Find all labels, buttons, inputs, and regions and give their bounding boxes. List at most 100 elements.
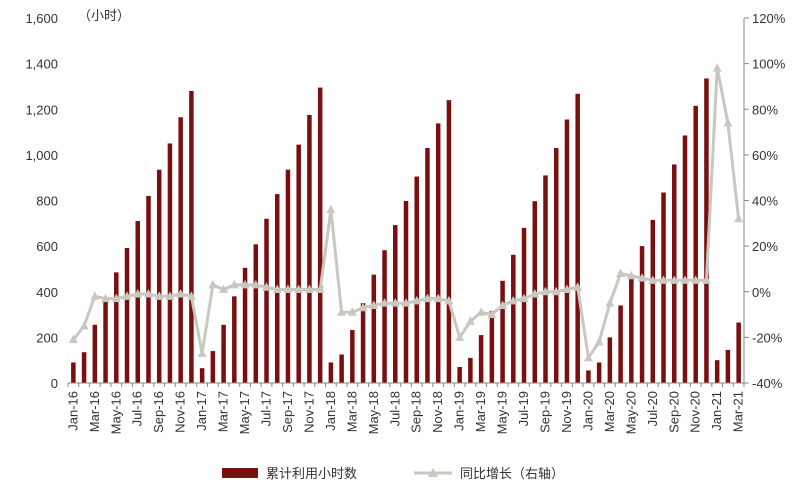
line-marker — [208, 279, 218, 289]
left-tick-label: 0 — [51, 376, 58, 391]
x-tick-label: Jul-17 — [259, 391, 274, 426]
x-tick-label: Nov-17 — [301, 391, 316, 433]
line-marker — [648, 275, 658, 284]
line-marker — [294, 284, 304, 293]
line-marker — [122, 291, 132, 300]
bar — [114, 272, 119, 383]
x-tick-label: Jan-21 — [709, 391, 724, 431]
left-tick-label: 400 — [36, 285, 58, 300]
bar — [468, 357, 473, 383]
left-tick-label: 1,200 — [25, 102, 58, 117]
left-tick-label: 600 — [36, 239, 58, 254]
x-tick-label: May-18 — [366, 391, 381, 434]
line-marker — [455, 332, 465, 341]
x-tick-label: Mar-19 — [473, 391, 488, 432]
bar — [639, 246, 645, 383]
legend-line-label: 同比增长（右轴） — [460, 467, 564, 482]
line-marker — [401, 298, 411, 307]
line-marker — [616, 268, 626, 277]
bar — [242, 267, 248, 383]
line-marker — [251, 279, 261, 289]
right-tick-label: 80% — [752, 102, 778, 117]
x-tick-label: Jul-20 — [645, 391, 660, 426]
x-tick-label: Jan-18 — [323, 391, 338, 431]
x-tick-label: Mar-21 — [731, 391, 746, 432]
line-marker — [240, 279, 250, 289]
bar — [360, 303, 366, 383]
bar — [264, 218, 269, 383]
line-marker — [637, 273, 647, 282]
line-marker — [68, 334, 78, 344]
line-marker — [272, 284, 282, 293]
line-marker — [358, 302, 368, 312]
left-tick-label: 200 — [36, 330, 58, 345]
bar — [725, 349, 731, 383]
line-marker — [487, 309, 497, 319]
bar — [350, 330, 355, 383]
right-tick-label: 60% — [752, 148, 778, 163]
line-marker — [133, 289, 143, 298]
line-marker — [465, 316, 475, 325]
line-marker — [691, 275, 701, 284]
bar — [296, 144, 301, 383]
x-tick-label: Jan-19 — [452, 391, 467, 431]
bar — [81, 352, 87, 383]
x-tick-label: Mar-20 — [602, 391, 617, 432]
bar — [92, 324, 98, 383]
line-marker — [422, 293, 432, 303]
line-marker — [143, 289, 153, 298]
x-tick-label: Sep-19 — [537, 391, 552, 433]
bar — [71, 362, 76, 383]
x-tick-label: May-16 — [108, 391, 123, 434]
x-tick-label: Nov-16 — [173, 391, 188, 433]
right-tick-label: 120% — [752, 11, 786, 26]
line-marker — [390, 298, 400, 307]
bar — [500, 280, 505, 383]
bar — [596, 362, 602, 383]
bar — [575, 93, 580, 384]
bar-series — [71, 78, 741, 384]
line-marker — [626, 270, 636, 280]
line-marker — [412, 295, 422, 305]
line-marker — [186, 291, 196, 300]
line-marker — [498, 300, 508, 309]
line-marker — [304, 284, 314, 293]
x-tick-label: May-20 — [623, 391, 638, 434]
bar — [607, 337, 613, 383]
bar — [425, 148, 430, 383]
line-marker — [433, 293, 443, 303]
line-marker — [262, 282, 272, 291]
line-marker — [476, 307, 486, 316]
right-tick-label: 100% — [752, 57, 786, 72]
bar — [489, 311, 495, 383]
bar — [553, 148, 559, 383]
x-tick-label: Sep-20 — [666, 391, 681, 433]
x-axis-ticks: Jan-16 Mar-16 May-16 Jul-16 Sep-16 Nov-16 Jan-… — [65, 383, 746, 434]
line-marker — [219, 284, 229, 293]
bar — [307, 114, 312, 383]
line-marker — [605, 298, 615, 307]
bar — [178, 117, 183, 383]
bar — [736, 322, 741, 383]
line-marker — [573, 282, 583, 291]
bar — [253, 244, 259, 383]
line-marker — [315, 284, 325, 293]
line-marker — [347, 307, 357, 316]
bar — [704, 78, 709, 383]
x-tick-label: May-17 — [237, 391, 252, 434]
bar — [167, 143, 173, 383]
bar — [382, 250, 387, 383]
bar — [189, 91, 194, 383]
bar — [682, 135, 688, 383]
x-tick-label: May-19 — [495, 391, 510, 434]
bar — [232, 296, 237, 383]
bar — [693, 105, 698, 383]
bar — [521, 227, 527, 383]
line-marker — [583, 352, 593, 362]
x-tick-label: Mar-16 — [87, 391, 102, 432]
x-tick-label: Nov-18 — [430, 391, 445, 433]
bar — [403, 200, 409, 383]
x-tick-label: Jul-16 — [130, 391, 145, 426]
bar — [339, 354, 344, 383]
bar — [317, 87, 323, 383]
